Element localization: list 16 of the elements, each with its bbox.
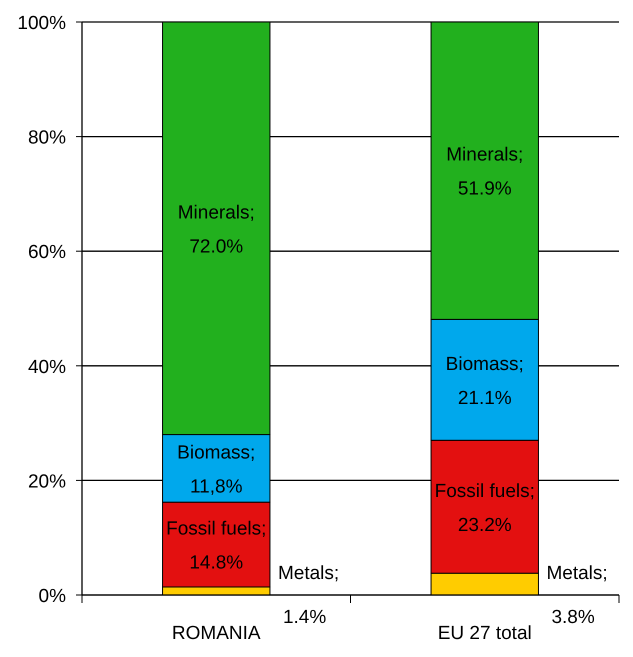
data-label: Fossil fuels; 23.2% [434,480,535,536]
y-tick-label: 20% [28,471,66,492]
data-label: Biomass; 11,8% [177,442,256,498]
data-label: Fossil fuels; 14.8% [166,518,266,574]
x-tick-label: EU 27 total [438,623,532,644]
y-tick-label: 0% [38,586,66,607]
y-tick-label: 40% [28,356,66,378]
data-label: Minerals; 72.0% [178,202,255,258]
y-tick-label: 80% [28,128,66,149]
data-label: Minerals; 51.9% [446,144,524,200]
data-label: Biomass; 21.1% [446,354,524,409]
text: Metals; 3.8% [546,563,608,628]
y-tick-label: 100% [17,13,66,34]
text: Metals; 1.4% [278,563,340,628]
x-tick-label: ROMANIA [172,623,261,644]
y-tick-label: 60% [28,242,66,264]
